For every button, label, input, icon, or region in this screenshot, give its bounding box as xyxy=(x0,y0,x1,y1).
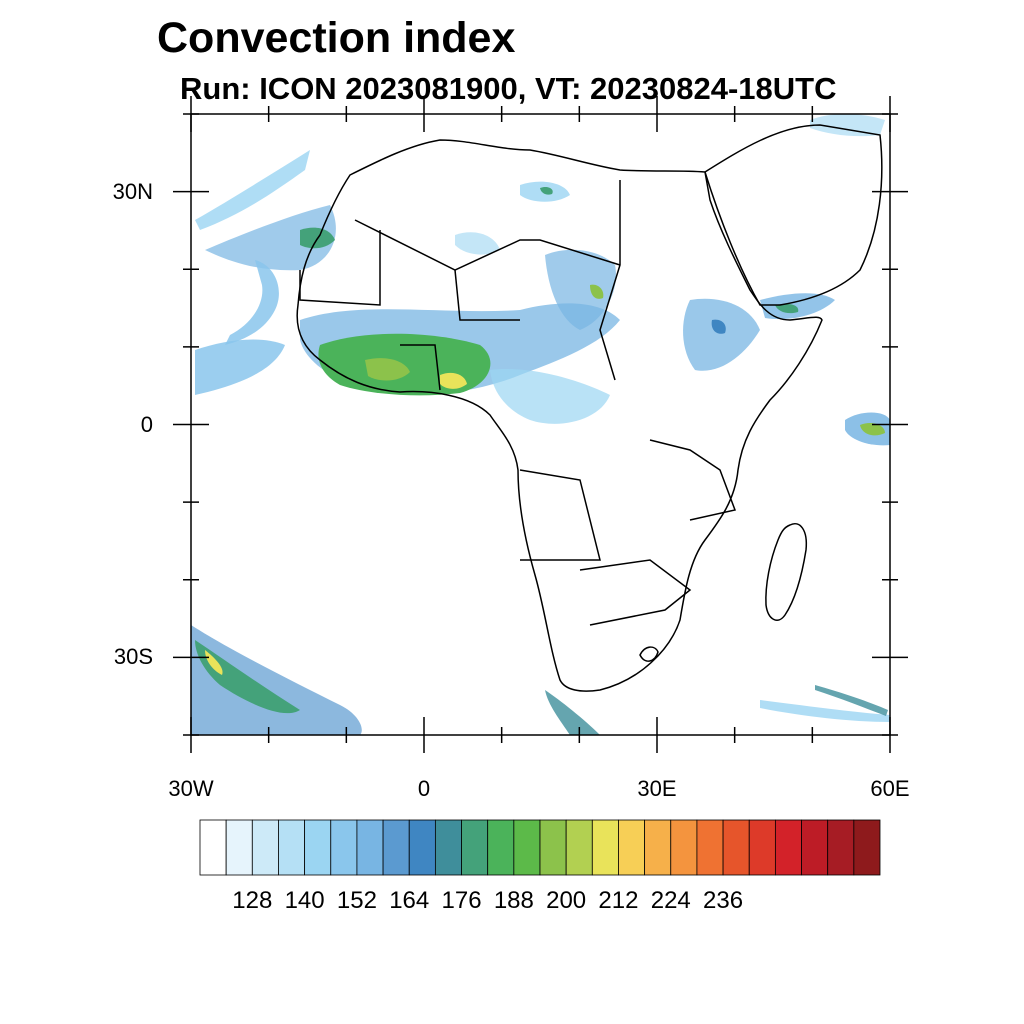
colorbar-swatch xyxy=(199,819,227,876)
convection-patch-west-africa-hot-2 xyxy=(440,372,467,389)
convection-patch-south-atlantic-hot xyxy=(205,650,223,675)
colorbar-swatch xyxy=(618,819,646,876)
colorbar-swatch xyxy=(356,819,384,876)
colorbar-swatch xyxy=(565,819,593,876)
convection-patch-atlantic-west xyxy=(195,339,285,395)
convection-patch-south-cape xyxy=(545,690,600,735)
colorbar-swatch xyxy=(539,819,567,876)
colorbar-swatch xyxy=(461,819,489,876)
colorbar-swatch xyxy=(487,819,515,876)
convection-patch-atlantic-swirl xyxy=(225,260,279,345)
border-central xyxy=(519,469,601,561)
madagascar-coastline xyxy=(765,523,808,621)
lesotho-border xyxy=(639,646,659,662)
convection-patch-arabia-core xyxy=(775,303,799,314)
colorbar-tick-label: 200 xyxy=(546,887,587,914)
colorbar-tick-label: 152 xyxy=(336,887,377,914)
colorbar-swatch xyxy=(774,819,802,876)
colorbar xyxy=(199,819,881,876)
colorbar-swatch xyxy=(513,819,541,876)
colorbar-tick-label: 176 xyxy=(441,887,482,914)
lon-tick-label: 0 xyxy=(417,776,431,801)
lat-tick-label: 0 xyxy=(140,411,153,437)
convection-patch-south-indian-ocean xyxy=(760,700,890,722)
border-southern xyxy=(579,559,692,626)
lon-tick-label: 30E xyxy=(637,776,677,801)
convection-patch-ethiopia-core xyxy=(711,319,726,334)
lon-ticks xyxy=(190,96,891,753)
colorbar-swatch xyxy=(696,819,724,876)
arabia-coastline xyxy=(704,124,883,306)
convection-patch-south-atlantic-core xyxy=(195,640,300,714)
convection-patch-indian-ocean-core xyxy=(860,422,885,436)
colorbar-tick-label: 212 xyxy=(598,887,639,914)
lon-tick-label: 30W xyxy=(168,776,214,801)
colorbar-swatch xyxy=(225,819,253,876)
convection-patch-arabia-south xyxy=(760,293,835,320)
colorbar-swatch xyxy=(591,819,619,876)
convection-patch-central-sahara xyxy=(455,232,500,255)
colorbar-tick-label: 188 xyxy=(493,887,534,914)
convection-patch-ethiopia xyxy=(683,298,760,371)
colorbar-swatch xyxy=(853,819,881,876)
convection-patch-sahara-west xyxy=(205,205,336,271)
border-sahara-2 xyxy=(454,269,520,321)
colorbar-swatch xyxy=(434,819,462,876)
colorbar-tick-label: 128 xyxy=(232,887,273,914)
convection-patch-south-atlantic xyxy=(191,625,362,735)
colorbar-swatch xyxy=(827,819,855,876)
map-boundaries xyxy=(296,124,883,692)
colorbar-swatch xyxy=(382,819,410,876)
convection-patch-west-africa-hot-1 xyxy=(365,358,410,381)
border-west-africa-2 xyxy=(400,344,441,391)
colorbar-swatch xyxy=(304,819,332,876)
africa-coastline xyxy=(296,139,823,692)
colorbar-swatch xyxy=(722,819,750,876)
border-east-africa xyxy=(649,439,737,521)
lat-ticks xyxy=(173,113,908,736)
border-east xyxy=(599,180,621,381)
lat-tick-label: 30N xyxy=(112,178,153,204)
colorbar-tick-label: 140 xyxy=(284,887,325,914)
colorbar-swatch xyxy=(748,819,776,876)
colorbar-tick-label: 164 xyxy=(389,887,430,914)
colorbar-swatch xyxy=(251,819,279,876)
convection-patch-mediterranean-east xyxy=(810,114,885,137)
convection-patch-libya-core xyxy=(540,186,553,195)
convection-patch-sudan-core xyxy=(590,284,604,299)
plot-frame xyxy=(190,113,891,736)
convection-patch-west-africa-core xyxy=(318,333,491,396)
convection-patch-south-indian-ocean-east xyxy=(815,685,888,716)
map-title: Convection index xyxy=(157,14,516,62)
colorbar-swatch xyxy=(408,819,436,876)
colorbar-swatch xyxy=(330,819,358,876)
convection-patch-atlantic-north xyxy=(195,150,310,230)
colorbar-swatch xyxy=(670,819,698,876)
colorbar-swatch xyxy=(801,819,829,876)
convection-patch-sudan xyxy=(545,249,616,330)
colorbar-tick-label: 236 xyxy=(703,887,744,914)
map-subtitle: Run: ICON 2023081900, VT: 20230824-18UTC xyxy=(180,71,837,106)
border-west-africa xyxy=(299,230,381,306)
lon-tick-label: 60E xyxy=(870,776,910,801)
colorbar-tick-label: 224 xyxy=(650,887,691,914)
lat-tick-label: 30S xyxy=(113,644,153,670)
colorbar-swatch xyxy=(278,819,306,876)
convection-patch-central-africa xyxy=(490,369,610,424)
border-sahara-1 xyxy=(354,219,621,271)
convection-field xyxy=(191,114,890,735)
colorbar-swatch xyxy=(644,819,672,876)
